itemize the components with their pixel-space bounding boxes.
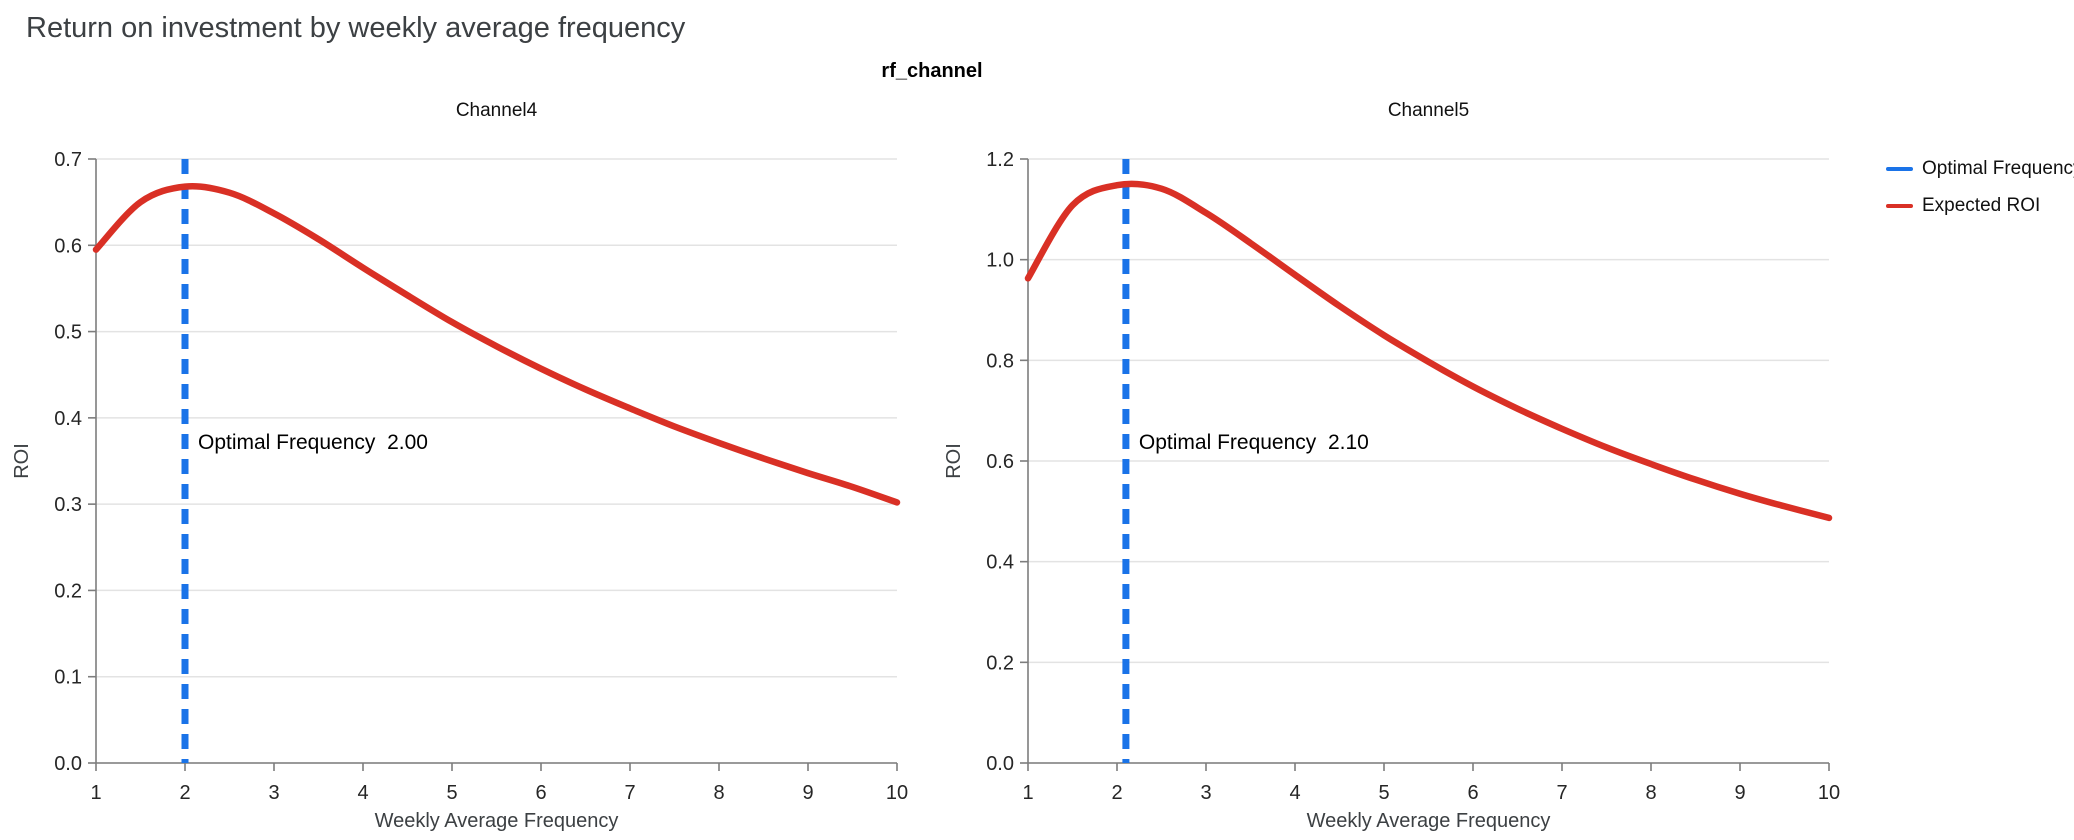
x-tick-label: 5 [1378, 782, 1389, 804]
charts-row: Channel4 0.0 0.1 0.2 0.3 0.4 0.5 0.6 0.7 1 2 3 4 5 6 7… [0, 96, 1864, 840]
x-axis-title: Weekly Average Frequency [375, 810, 619, 832]
legend-item-optimal-frequency: Optimal Frequency [1886, 158, 2074, 180]
legend-label: Expected ROI [1922, 195, 2041, 216]
y-tick-label: 0.0 [54, 753, 82, 775]
x-tick-label: 9 [1734, 782, 1745, 804]
legend-item-expected-roi: Expected ROI [1886, 195, 2074, 217]
chart-panel-channel4: Channel4 0.0 0.1 0.2 0.3 0.4 0.5 0.6 0.7 1 2 3 4 5 6 7… [0, 96, 932, 840]
y-tick-label: 0.4 [54, 408, 82, 430]
y-tick-label: 0.5 [54, 322, 82, 344]
x-tick-label: 7 [1556, 782, 1567, 804]
facet-suptitle: rf_channel [881, 60, 983, 82]
x-tick-label: 6 [1467, 782, 1478, 804]
x-tick-label: 2 [179, 782, 190, 804]
x-tick-label: 5 [446, 782, 457, 804]
y-tick-label: 1.2 [986, 149, 1014, 171]
x-tick-label: 10 [886, 782, 908, 804]
y-tick-label: 0.2 [986, 652, 1014, 674]
page-title: Return on investment by weekly average f… [26, 12, 686, 44]
legend-label: Optimal Frequency [1922, 158, 2074, 179]
x-tick-label: 4 [357, 782, 368, 804]
x-tick-label: 10 [1818, 782, 1840, 804]
chart-title-channel5: Channel5 [1387, 100, 1470, 121]
expected-roi-curve [1024, 180, 1833, 522]
y-tick-label: 0.6 [54, 235, 82, 257]
channel4-chart: 0.0 0.1 0.2 0.3 0.4 0.5 0.6 0.7 1 2 3 4 5 6 7 8 9 10 Weekl… [11, 149, 908, 832]
x-tick-label: 1 [1022, 782, 1033, 804]
optimal-frequency-annotation: Optimal Frequency 2.10 [1139, 431, 1369, 454]
x-tick-label: 1 [90, 782, 101, 804]
optimal-frequency-annotation: Optimal Frequency 2.00 [198, 431, 428, 454]
y-axis-title: ROI [11, 443, 33, 479]
x-tick-label: 3 [1200, 782, 1211, 804]
x-tick-label: 8 [1645, 782, 1656, 804]
x-tick-label: 7 [624, 782, 635, 804]
channel5-chart: 0.0 0.2 0.4 0.6 0.8 1.0 1.2 1 2 3 4 5 6 7 8 9 10 Weekly A… [943, 149, 1840, 832]
y-tick-label: 0.1 [54, 667, 82, 689]
y-tick-label: 0.0 [986, 753, 1014, 775]
x-tick-label: 8 [713, 782, 724, 804]
optimal-frequency-line-swatch [1886, 167, 1913, 171]
y-tick-label: 1.0 [986, 250, 1014, 272]
expected-roi-line-swatch [1886, 204, 1913, 208]
y-axis-title: ROI [943, 443, 965, 479]
x-tick-label: 2 [1111, 782, 1122, 804]
x-tick-label: 6 [535, 782, 546, 804]
chart-panel-channel5: Channel5 0.0 0.2 0.4 0.6 0.8 1.0 1.2 1 2 3 4 5 6 7 8 9 1… [932, 96, 1864, 840]
x-tick-label: 9 [802, 782, 813, 804]
y-tick-label: 0.3 [54, 494, 82, 516]
chart-title-channel4: Channel4 [455, 100, 538, 121]
y-tick-label: 0.2 [54, 580, 82, 602]
legend: Optimal Frequency Expected ROI [1886, 158, 2074, 232]
x-tick-label: 3 [268, 782, 279, 804]
expected-roi-curve [92, 182, 901, 506]
x-axis-title: Weekly Average Frequency [1307, 810, 1551, 832]
y-tick-label: 0.6 [986, 451, 1014, 473]
y-tick-label: 0.4 [986, 552, 1014, 574]
y-tick-label: 0.7 [54, 149, 82, 171]
x-tick-label: 4 [1289, 782, 1300, 804]
y-tick-label: 0.8 [986, 350, 1014, 372]
